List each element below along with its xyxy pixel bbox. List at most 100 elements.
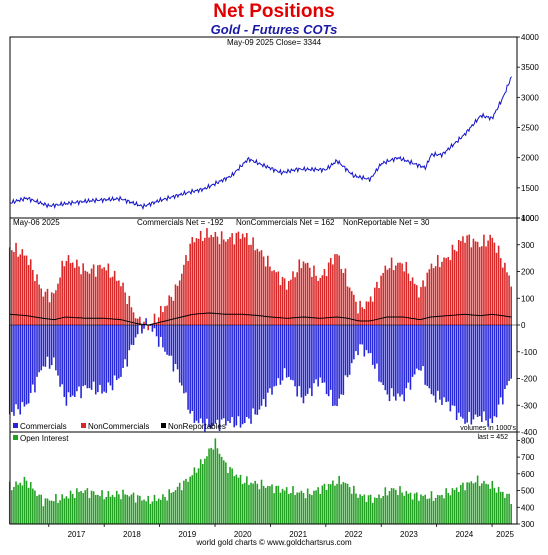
oi-bar: [401, 492, 403, 524]
noncommercials-bar: [437, 255, 439, 325]
noncommercials-bar: [208, 238, 210, 325]
oi-bar: [464, 490, 466, 524]
commercials-bar: [433, 325, 435, 396]
noncommercials-bar: [429, 269, 431, 325]
oi-bar: [414, 493, 416, 524]
oi-bar: [118, 494, 120, 524]
noncommercials-bar: [61, 261, 63, 325]
commercials-bar: [393, 325, 395, 396]
net-ytick-label: -100: [521, 348, 538, 357]
commercials-bar: [179, 325, 181, 383]
oi-bar: [336, 484, 338, 524]
noncommercials-bar: [82, 263, 84, 325]
net-ytick-label: -300: [521, 401, 538, 410]
oi-bar: [242, 484, 244, 524]
oi-bar: [473, 483, 475, 524]
commercials-bar: [450, 325, 452, 411]
commercials-bar: [326, 325, 328, 394]
noncommercials-bar: [19, 254, 21, 325]
oi-bar: [496, 493, 498, 524]
noncommercials-bar: [22, 249, 24, 325]
commercials-bar: [456, 325, 458, 420]
noncommercials-bar: [231, 233, 233, 325]
oi-bar: [61, 494, 63, 524]
oi-bar: [479, 486, 481, 524]
commercials-bar: [494, 325, 496, 416]
oi-bar: [298, 493, 300, 524]
commercials-bar: [13, 325, 15, 416]
oi-bar: [441, 495, 443, 524]
commercials-bar: [34, 325, 36, 392]
noncommercials-bar: [292, 271, 294, 325]
commercials-bar: [47, 325, 49, 357]
commercials-bar: [101, 325, 103, 394]
noncommercials-bar: [215, 232, 217, 325]
noncommercials-bar: [219, 244, 221, 325]
noncommercials-bar: [217, 237, 219, 325]
noncommercials-bar: [47, 289, 49, 325]
oi-bar: [36, 496, 38, 524]
commercials-bar: [238, 325, 240, 416]
oi-bar: [475, 482, 477, 524]
noncommercials-bar: [72, 263, 74, 325]
chart-subtitle: Gold - Futures COTs: [211, 22, 338, 37]
commercials-bar: [479, 325, 481, 416]
commercials-bar: [168, 325, 170, 356]
commercials-bar: [120, 325, 122, 377]
oi-bar: [326, 490, 328, 524]
commercials-bar: [395, 325, 397, 401]
commercials-bar: [24, 325, 26, 407]
footer-credit: world gold charts © www.goldchartsrus.co…: [195, 538, 352, 547]
commercials-bar: [11, 325, 13, 412]
oi-bar: [510, 504, 512, 524]
noncommercials-bar: [395, 266, 397, 325]
oi-bar: [399, 486, 401, 524]
noncommercials-bar: [456, 251, 458, 325]
noncommercials-bar: [278, 271, 280, 325]
oi-bar: [51, 501, 53, 524]
oi-last-label: last = 452: [477, 434, 508, 441]
commercials-bar: [164, 325, 166, 352]
commercials-bar: [206, 325, 208, 419]
noncommercials-bar: [477, 242, 479, 325]
oi-bar: [361, 496, 363, 524]
commercials-bar: [82, 325, 84, 386]
oi-bar: [59, 500, 61, 524]
commercials-bar: [254, 325, 256, 414]
commercials-bar: [431, 325, 433, 394]
oi-bar: [445, 488, 447, 524]
net-ytick-label: 200: [521, 268, 535, 277]
commercials-bar: [17, 325, 19, 409]
commercials-bar: [475, 325, 477, 415]
commercials-bar: [374, 325, 376, 369]
oi-bar: [114, 497, 116, 524]
oi-bar: [349, 487, 351, 524]
commercials-bar: [366, 325, 368, 350]
oi-bar: [471, 481, 473, 524]
commercials-bar: [236, 325, 238, 425]
commercials-bar: [399, 325, 401, 397]
noncommercials-bar: [206, 228, 208, 325]
commercials-bar: [364, 325, 366, 357]
noncommercials-bar: [489, 235, 491, 325]
noncommercials-bar: [108, 264, 110, 325]
commercials-bar: [15, 325, 17, 404]
oi-bar: [181, 490, 183, 524]
noncommercials-bar: [238, 232, 240, 325]
noncommercials-bar: [114, 271, 116, 325]
commercials-bar: [30, 325, 32, 393]
noncommercials-bar: [43, 297, 45, 325]
chart-title: Net Positions: [213, 1, 334, 22]
noncommercials-bar: [492, 238, 494, 325]
commercials-bar: [460, 325, 462, 417]
noncommercials-bar: [93, 264, 95, 325]
commercials-bar: [340, 325, 342, 394]
legend-label: Commercials: [20, 422, 67, 431]
commercials-bar: [208, 325, 210, 427]
oi-bar: [462, 483, 464, 524]
noncommercials-bar: [345, 268, 347, 325]
noncommercials-bar: [233, 244, 235, 325]
commercials-bar: [439, 325, 441, 400]
commercials-bar: [51, 325, 53, 365]
noncommercials-bar: [382, 273, 384, 325]
